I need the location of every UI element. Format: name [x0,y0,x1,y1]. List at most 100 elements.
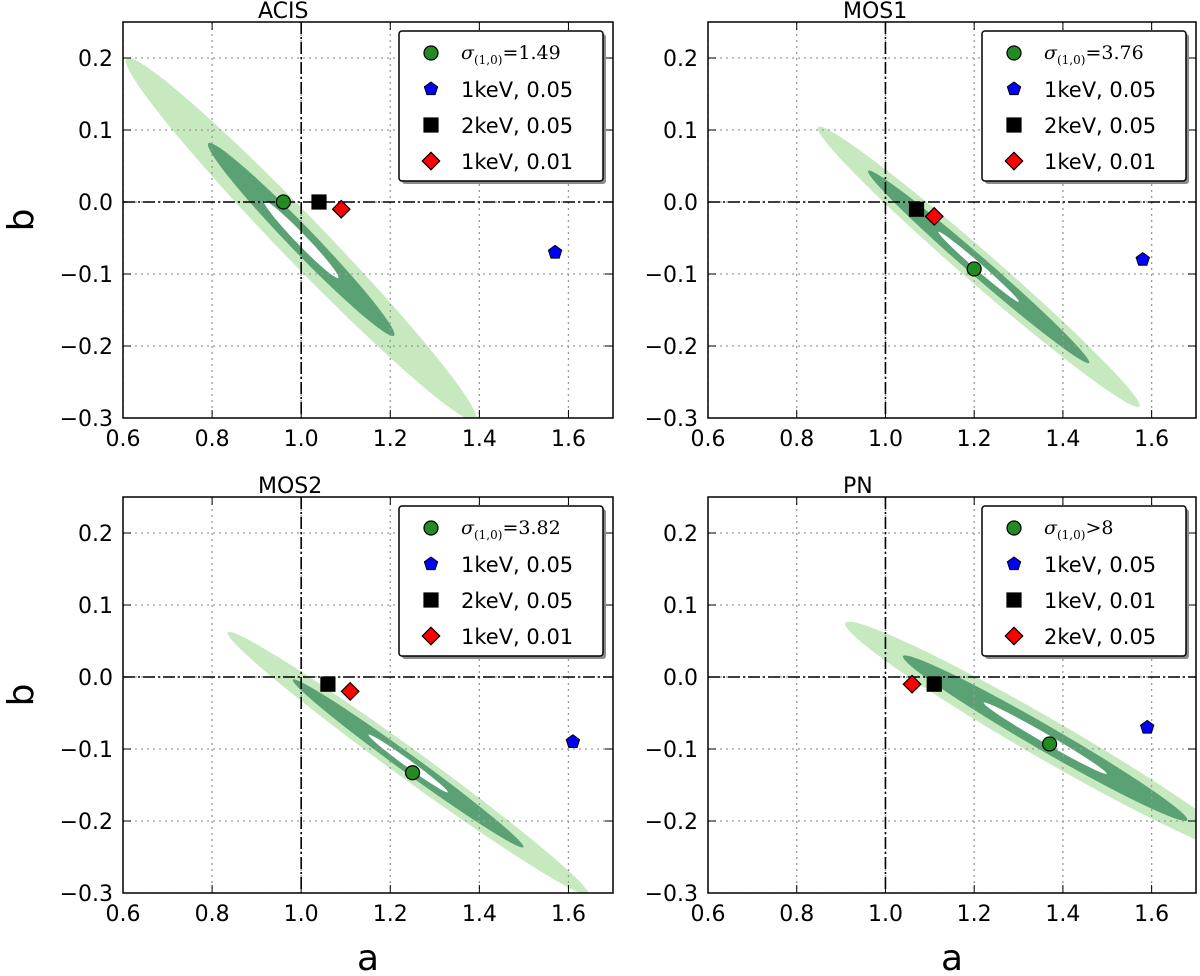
panel-title: ACIS [258,0,308,24]
x-tick-label: 1.2 [373,427,408,452]
legend-marker-square [423,117,439,133]
legend-box [398,30,604,182]
y-tick-label: 0.1 [663,594,698,619]
legend-entry: 2keV, 0.05 [1006,114,1156,138]
y-tick-label: 0.0 [663,191,698,216]
legend-marker-pentagon [423,81,439,96]
legend-entry: 1keV, 0.05 [1006,78,1156,102]
x-tick-label: 0.8 [779,427,814,452]
x-tick-label: 0.8 [195,902,230,927]
legend: σ(1,0)=1.49 1keV, 0.05 2keV, 0.05 1keV, 0.0… [398,30,606,184]
x-tick-label: 1.4 [1045,427,1080,452]
legend-box [981,505,1187,657]
y-tick-label: 0.1 [663,119,698,144]
legend-marker-square [1006,592,1022,608]
y-tick-label: −0.2 [60,335,113,360]
legend-label: 1keV, 0.05 [461,78,573,102]
legend-value: =3.82 [502,517,560,539]
data-point-pentagon [547,244,563,259]
legend-marker-pentagon [1006,556,1022,571]
legend-marker-diamond [1004,626,1024,646]
panel-title: PN [843,474,873,499]
legend-marker-square [1006,117,1022,133]
panel-mos2: 0.6 0.8 1.0 1.2 1.4 1.6 0.2 0.1 0.0 −0.1 −0.2 −0.3 M… [1,474,614,976]
y-tick-label: −0.2 [60,810,113,835]
legend-entry: σ(1,0)>8 [1006,517,1113,542]
x-axis-title: a [357,938,379,976]
y-tick-label: 0.0 [78,666,113,691]
panel-title: MOS2 [258,474,322,499]
y-tick-label: −0.3 [645,407,698,432]
x-tick-label: 1.2 [373,902,408,927]
legend-subscript: (1,0) [474,528,502,542]
legend: σ(1,0)=3.82 1keV, 0.05 2keV, 0.05 1keV, 0.0… [398,505,606,659]
legend-subscript: (1,0) [1057,53,1085,67]
y-tick-label: −0.1 [645,263,698,288]
y-tick-label: −0.3 [60,882,113,907]
x-tick-label: 1.4 [462,902,497,927]
legend-label: 1keV, 0.01 [1044,150,1156,174]
data-point-pentagon [1135,251,1151,266]
legend-label: 2keV, 0.05 [461,589,573,613]
legend-entry: 1keV, 0.05 [1006,553,1156,577]
x-tick-label: 1.4 [462,427,497,452]
legend-value: =3.76 [1085,42,1143,64]
legend-box [981,30,1187,182]
legend-entry: 1keV, 0.05 [423,78,573,102]
legend-label: 2keV, 0.05 [1044,114,1156,138]
y-tick-label: −0.2 [645,335,698,360]
legend-label: 1keV, 0.05 [461,553,573,577]
y-tick-label: 0.2 [663,522,698,547]
legend-marker-diamond [1004,151,1024,171]
y-tick-label: 0.1 [78,594,113,619]
data-point-diamond [340,681,360,701]
y-tick-label: −0.1 [60,263,113,288]
data-point-square [908,201,925,217]
legend-entry: σ(1,0)=3.82 [423,517,561,542]
x-tick-label: 0.8 [779,902,814,927]
data-point-pentagon [565,734,581,748]
legend-entry: σ(1,0)=3.76 [1006,42,1144,67]
x-tick-label: 0.6 [691,902,726,927]
y-tick-label: −0.1 [60,738,113,763]
legend: σ(1,0)>8 1keV, 0.05 1keV, 0.01 2keV, 0.05 [981,505,1189,659]
panel-title: MOS1 [843,0,907,24]
data-point-diamond [902,674,922,694]
legend-box [398,505,604,657]
legend-marker-diamond [421,626,441,646]
legend-subscript: (1,0) [1057,528,1085,542]
legend-entry: 1keV, 0.01 [1006,589,1156,613]
y-tick-label: 0.1 [78,119,113,144]
legend-entry: 1keV, 0.01 [421,150,573,174]
legend-marker-pentagon [423,556,439,571]
y-tick-label: −0.1 [645,738,698,763]
x-tick-label: 0.8 [195,427,230,452]
legend-label: 2keV, 0.05 [461,114,573,138]
data-point-pentagon [1139,719,1155,734]
x-tick-label: 1.0 [868,427,903,452]
data-point-circle [404,765,421,781]
legend-value: =1.49 [502,42,560,64]
legend-entry: 2keV, 0.05 [423,589,573,613]
data-point-circle [966,261,982,277]
x-axis-title: a [941,938,963,976]
legend-label: 2keV, 0.05 [1044,625,1156,649]
data-point-square [926,676,942,692]
x-tick-label: 1.6 [1134,902,1169,927]
legend-label: 1keV, 0.05 [1044,553,1156,577]
data-point-circle [275,194,291,210]
legend-entry: 1keV, 0.01 [1004,150,1156,174]
data-point-circle [1041,736,1058,752]
axes-frame [707,496,1197,894]
data-point-square [311,194,327,210]
legend-entry: 2keV, 0.05 [423,114,573,138]
legend-label: σ(1,0)=1.49 [461,42,561,67]
legend-label: 1keV, 0.05 [1044,78,1156,102]
legend-label: σ(1,0)>8 [1044,517,1113,542]
plot-area [123,497,613,893]
y-tick-label: 0.2 [663,47,698,72]
x-tick-label: 0.6 [106,427,141,452]
y-axis-title: b [1,684,42,707]
panel-pn: 0.6 0.8 1.0 1.2 1.4 1.6 0.2 0.1 0.0 −0.1 −0.2 −0.3 P… [645,474,1197,976]
x-tick-label: 1.0 [284,902,319,927]
